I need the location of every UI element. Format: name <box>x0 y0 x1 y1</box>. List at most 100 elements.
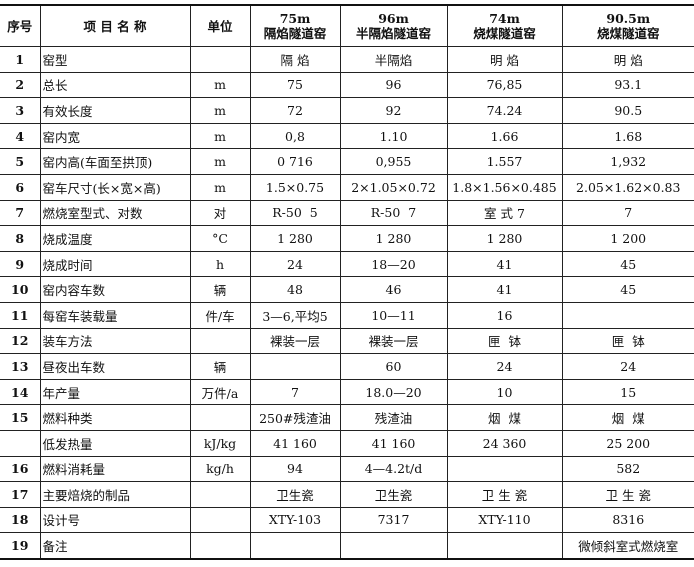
cell-col-kiln-74m: 24 <box>446 353 563 380</box>
table-row: 低发热量 kJ/kg 41 160 41 160 24 360 25 200 <box>0 429 694 457</box>
table-row: 5 窑内高(车面至拱顶) m 0 716 0,955 1.557 1,932 <box>0 148 694 175</box>
header-col-item-name: 项 目 名 称 <box>39 4 191 47</box>
cell-col-kiln-75m: XTY-103 <box>249 506 341 534</box>
cell-col-kiln-75m: 0,8 <box>249 122 341 150</box>
cell-col-no: 17 <box>0 481 41 508</box>
cell-col-kiln-75m: 7 <box>249 378 341 406</box>
table-row: 10 窑内容车数辆 48 46 41 45 <box>0 276 694 303</box>
cell-col-item-name: 总长 <box>39 71 191 99</box>
cell-col-kiln-74m: 1.8×1.56×0.485 <box>446 173 563 201</box>
cell-col-item-name: 低发热量 <box>39 429 191 457</box>
cell-col-kiln-74m: 匣 钵 <box>446 327 563 355</box>
cell-col-item-name: 窑内宽 <box>39 122 191 150</box>
cell-col-kiln-74m: 74.24 <box>446 97 563 124</box>
cell-col-no: 11 <box>0 301 41 329</box>
cell-col-unit: 万件/a <box>189 378 251 406</box>
kiln-comparison-table: 序号项 目 名 称单位 75m 隔焰隧道窑 96m 半隔焰隧道窑 74m 烧煤隧道窑 9… <box>0 4 694 560</box>
cell-col-unit: °C <box>189 225 251 252</box>
header-col-kiln-96m: 96m 半隔焰隧道窑 <box>339 4 448 47</box>
cell-col-unit <box>189 327 251 355</box>
cell-col-kiln-90-5m: 明 焰 <box>561 46 694 73</box>
cell-col-kiln-75m: 卫生瓷 <box>249 481 341 508</box>
table-row: 15 燃料种类 250#残渣油 残渣油烟 煤烟 煤 <box>0 404 694 431</box>
cell-col-no: 15 <box>0 404 41 431</box>
cell-col-kiln-90-5m: 24 <box>561 353 694 380</box>
cell-col-kiln-74m <box>446 455 563 483</box>
header-col-kiln-74m: 74m 烧煤隧道窑 <box>446 4 563 47</box>
cell-col-unit: m <box>189 97 251 124</box>
cell-col-kiln-90-5m: 582 <box>561 455 694 483</box>
cell-col-kiln-90-5m: 93.1 <box>561 71 694 99</box>
cell-col-kiln-96m: 1 280 <box>339 225 448 252</box>
cell-col-unit <box>189 404 251 431</box>
header-row: 序号项 目 名 称单位 75m 隔焰隧道窑 96m 半隔焰隧道窑 74m 烧煤隧道窑 9… <box>0 4 694 47</box>
cell-col-unit: 对 <box>189 199 251 227</box>
table-row: 19 备注 微倾斜室式燃烧室 <box>0 532 694 560</box>
cell-col-kiln-96m: 18.0—20 <box>339 378 448 406</box>
cell-col-kiln-74m <box>446 532 563 560</box>
cell-col-kiln-90-5m: 25 200 <box>561 429 694 457</box>
table-row: 16 燃料消耗量 kg/h 94 4—4.2t/d 582 <box>0 455 694 483</box>
cell-col-kiln-75m: 24 <box>249 250 341 278</box>
cell-col-kiln-90-5m: 7 <box>561 199 694 227</box>
cell-col-item-name: 窑型 <box>39 46 191 73</box>
cell-col-kiln-96m: 96 <box>339 71 448 99</box>
cell-col-kiln-75m: 3—6,平均5 <box>249 301 341 329</box>
cell-col-no: 7 <box>0 199 41 227</box>
table-row: 18 设计号 XTY-103 7317 XTY-110 8316 <box>0 506 694 534</box>
cell-col-item-name: 窑内高(车面至拱顶) <box>39 148 191 175</box>
cell-col-kiln-74m: 1 280 <box>446 225 563 252</box>
cell-col-no: 19 <box>0 532 41 560</box>
cell-col-no: 14 <box>0 378 41 406</box>
cell-col-kiln-75m: 1.5×0.75 <box>249 173 341 201</box>
cell-col-unit: m <box>189 173 251 201</box>
cell-col-kiln-90-5m: 卫 生 瓷 <box>561 481 694 508</box>
cell-col-unit <box>189 506 251 534</box>
cell-col-no: 16 <box>0 455 41 483</box>
cell-col-kiln-75m: 1 280 <box>249 225 341 252</box>
cell-col-kiln-75m: 隔 焰 <box>249 46 341 73</box>
cell-col-kiln-90-5m: 15 <box>561 378 694 406</box>
cell-col-kiln-90-5m: 微倾斜室式燃烧室 <box>561 532 694 560</box>
cell-col-item-name: 烧成时间 <box>39 250 191 278</box>
cell-col-kiln-74m: 卫 生 瓷 <box>446 481 563 508</box>
table-row: 14 年产量 万件/a 7 18.0—20 10 15 <box>0 378 694 406</box>
cell-col-item-name: 窑内容车数 <box>39 276 191 303</box>
table-row: 3 有效长度 m 72 92 74.24 90.5 <box>0 97 694 124</box>
cell-col-unit <box>189 532 251 560</box>
cell-col-item-name: 设计号 <box>39 506 191 534</box>
cell-col-kiln-75m: 72 <box>249 97 341 124</box>
cell-col-no: 18 <box>0 506 41 534</box>
cell-col-unit: 辆 <box>189 276 251 303</box>
cell-col-kiln-75m <box>249 532 341 560</box>
cell-col-kiln-75m: 裸装一层 <box>249 327 341 355</box>
cell-col-kiln-90-5m: 90.5 <box>561 97 694 124</box>
header-col-kiln-90-5m: 90.5m 烧煤隧道窑 <box>561 4 694 47</box>
cell-col-kiln-90-5m: 1.68 <box>561 122 694 150</box>
cell-col-kiln-74m: XTY-110 <box>446 506 563 534</box>
cell-col-kiln-96m: 46 <box>339 276 448 303</box>
cell-col-item-name: 主要焙烧的制品 <box>39 481 191 508</box>
table-row: 1 窑型隔 焰半隔焰明 焰明 焰 <box>0 46 694 73</box>
table-row: 2 总长 m 75 96 76,85 93.1 <box>0 71 694 99</box>
cell-col-kiln-74m: 室 式 7 <box>446 199 563 227</box>
cell-col-kiln-90-5m: 2.05×1.62×0.83 <box>561 173 694 201</box>
cell-col-unit: kg/h <box>189 455 251 483</box>
cell-col-kiln-90-5m: 1,932 <box>561 148 694 175</box>
table-row: 11 每窑车装载量 件/车 3—6,平均5 10—11 16 <box>0 301 694 329</box>
cell-col-kiln-96m: 半隔焰 <box>339 46 448 73</box>
cell-col-kiln-96m <box>339 532 448 560</box>
table-row: 13 昼夜出车数辆 60 24 24 <box>0 353 694 380</box>
cell-col-kiln-74m: 41 <box>446 250 563 278</box>
header-col-kiln-75m: 75m 隔焰隧道窑 <box>249 4 341 47</box>
cell-col-no: 3 <box>0 97 41 124</box>
cell-col-unit: h <box>189 250 251 278</box>
cell-col-kiln-90-5m: 45 <box>561 276 694 303</box>
cell-col-kiln-96m: 0,955 <box>339 148 448 175</box>
cell-col-kiln-75m: R-50 5 <box>249 199 341 227</box>
cell-col-kiln-96m: 60 <box>339 353 448 380</box>
cell-col-kiln-74m: 10 <box>446 378 563 406</box>
cell-col-unit <box>189 481 251 508</box>
cell-col-no: 1 <box>0 46 41 73</box>
